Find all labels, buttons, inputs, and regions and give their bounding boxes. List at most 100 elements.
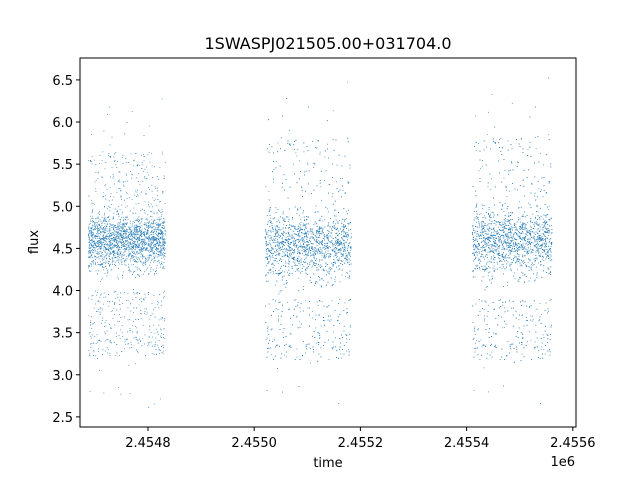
data-point <box>299 264 301 266</box>
data-point <box>277 151 279 153</box>
data-point <box>303 233 305 234</box>
data-point <box>95 245 97 246</box>
data-point <box>282 246 283 247</box>
data-point <box>118 222 120 224</box>
data-point <box>156 176 158 178</box>
data-point <box>294 141 295 142</box>
data-point <box>161 257 163 259</box>
data-point <box>137 237 138 239</box>
data-point <box>97 227 99 229</box>
data-point <box>129 319 131 320</box>
data-point <box>285 248 287 250</box>
data-point <box>138 247 139 248</box>
data-point <box>327 235 329 237</box>
data-point <box>281 237 283 239</box>
data-point <box>139 164 140 166</box>
data-point <box>90 263 92 265</box>
data-point <box>123 235 125 237</box>
data-point <box>284 218 286 220</box>
data-point <box>294 243 296 245</box>
data-point <box>90 161 91 162</box>
data-point <box>158 219 160 220</box>
data-point <box>323 232 324 234</box>
data-point <box>138 275 140 276</box>
data-point <box>277 368 278 369</box>
data-point <box>337 222 339 224</box>
data-point <box>292 218 293 220</box>
data-point <box>346 350 348 352</box>
data-point <box>316 185 318 187</box>
data-point <box>102 220 104 222</box>
data-point <box>322 237 324 239</box>
data-point <box>136 177 138 179</box>
data-point <box>281 238 283 240</box>
data-point <box>150 315 152 316</box>
data-point <box>324 256 326 257</box>
data-point <box>139 252 141 253</box>
data-point <box>340 249 342 251</box>
data-point <box>283 275 285 277</box>
data-point <box>130 260 131 262</box>
data-point <box>90 251 91 253</box>
data-point <box>99 219 101 221</box>
data-point <box>162 352 164 354</box>
data-point <box>313 252 315 254</box>
data-point <box>139 235 141 237</box>
data-point <box>311 255 313 256</box>
data-point <box>152 226 154 228</box>
data-point <box>101 227 103 229</box>
data-point <box>306 238 308 240</box>
data-point <box>321 229 323 231</box>
data-point <box>97 261 98 263</box>
data-point <box>336 254 337 256</box>
data-point <box>126 229 128 231</box>
data-point <box>111 249 112 251</box>
data-point <box>334 243 336 244</box>
data-point <box>115 252 117 254</box>
data-point <box>321 259 323 261</box>
data-point <box>142 232 144 233</box>
data-point <box>133 245 135 246</box>
data-point <box>278 227 280 229</box>
data-point <box>150 226 151 228</box>
data-point <box>310 250 312 251</box>
data-point <box>298 233 299 235</box>
data-point <box>304 249 305 251</box>
data-point <box>330 241 332 243</box>
data-point <box>124 339 126 341</box>
data-point <box>93 323 94 325</box>
data-point <box>312 346 314 348</box>
data-point <box>330 269 331 271</box>
data-point <box>332 238 334 239</box>
data-point <box>328 183 330 185</box>
data-point <box>272 247 273 249</box>
data-point <box>137 352 139 354</box>
data-point <box>313 273 315 275</box>
data-point <box>144 168 146 170</box>
data-point <box>272 341 273 342</box>
data-point <box>346 342 348 343</box>
data-point <box>120 297 122 298</box>
data-point <box>158 217 160 219</box>
data-point <box>121 226 123 228</box>
data-point <box>344 246 346 248</box>
data-point <box>350 237 352 239</box>
data-point <box>151 258 153 260</box>
data-point <box>91 244 92 246</box>
data-point <box>120 232 121 234</box>
data-point <box>107 114 108 115</box>
data-point <box>138 246 140 248</box>
data-point <box>158 236 159 238</box>
data-point <box>117 293 119 295</box>
data-point <box>327 271 328 273</box>
data-point <box>298 228 300 230</box>
data-point <box>100 238 102 240</box>
data-point <box>323 235 325 236</box>
data-point <box>104 249 106 251</box>
data-point <box>101 160 103 162</box>
data-point <box>146 222 148 224</box>
data-point <box>99 370 100 371</box>
data-point <box>112 229 114 231</box>
data-point <box>269 237 271 239</box>
data-point <box>276 221 278 223</box>
